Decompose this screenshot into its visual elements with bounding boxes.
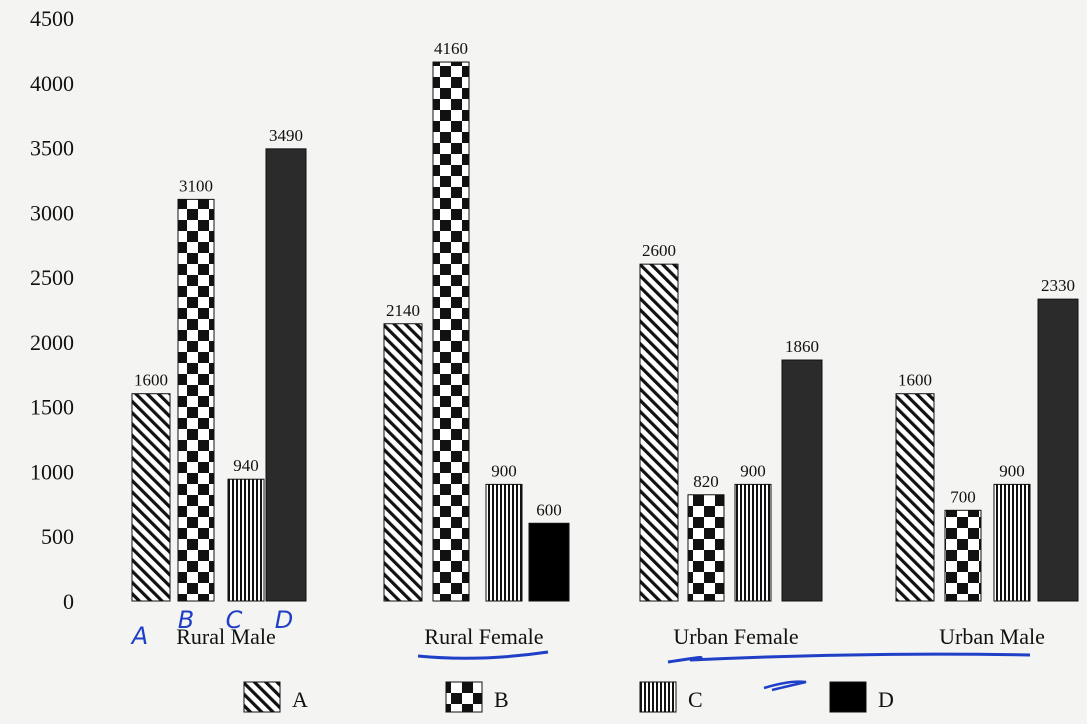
category-label: Rural Male [176,624,276,649]
bar-d-urban-female [781,359,823,602]
bar-a-rural-female [383,323,423,602]
legend-swatch-d [829,681,867,713]
category-label: Rural Female [424,624,543,649]
bar-a-urban-female [639,263,679,602]
data-label: 900 [999,461,1025,480]
bar-d-urban-male [1037,298,1079,602]
data-label: 900 [740,461,766,480]
bar-c-urban-male [993,483,1031,602]
data-label: 4160 [434,39,468,58]
handwritten-underline [667,652,1031,664]
data-label: 1600 [898,371,932,390]
legend-swatch-b [445,681,483,713]
y-tick-label: 4500 [30,6,74,31]
data-label: 2330 [1041,276,1075,295]
bar-b-rural-female [432,61,470,602]
bar-c-urban-female [734,483,772,602]
y-tick-label: 1500 [30,395,74,420]
bar-c-rural-male [227,478,265,602]
legend-swatch-a [243,681,281,713]
bar-d-rural-female [528,522,570,602]
bar-b-urban-male [944,509,982,602]
y-tick-label: 2000 [30,330,74,355]
handwritten-letter: D [275,606,293,634]
data-label: 600 [536,500,562,519]
bar-b-urban-female [687,494,725,602]
data-label: 3100 [179,176,213,195]
data-label: 1860 [785,337,819,356]
y-tick-label: 1000 [30,459,74,484]
data-label: 2140 [386,301,420,320]
handwritten-letter: A [130,622,148,650]
data-label: 700 [950,487,976,506]
data-label: 820 [693,472,719,491]
handwritten-underline [417,650,549,660]
bar-a-urban-male [895,393,935,602]
legend-label-c: C [688,687,703,712]
data-label: 1600 [134,371,168,390]
y-tick-label: 0 [63,589,74,614]
legend-label-b: B [494,687,509,712]
y-tick-label: 500 [41,524,74,549]
handwritten-mark [763,680,807,692]
category-label: Urban Female [673,624,798,649]
y-tick-label: 2500 [30,265,74,290]
legend-label-d: D [878,687,894,712]
handwritten-letter: B [178,606,194,634]
legend-label-a: A [292,687,308,712]
category-label: Urban Male [939,624,1045,649]
bar-b-rural-male [177,198,215,602]
data-label: 3490 [269,126,303,145]
y-tick-label: 4000 [30,71,74,96]
bar-c-rural-female [485,483,523,602]
bar-d-rural-male [265,148,307,602]
y-tick-label: 3000 [30,200,74,225]
y-tick-label: 3500 [30,136,74,161]
data-label: 940 [233,456,259,475]
handwritten-letter: C [226,606,243,634]
data-label: 900 [491,461,517,480]
legend-swatch-c [639,681,677,713]
data-label: 2600 [642,241,676,260]
bar-a-rural-male [131,393,171,602]
